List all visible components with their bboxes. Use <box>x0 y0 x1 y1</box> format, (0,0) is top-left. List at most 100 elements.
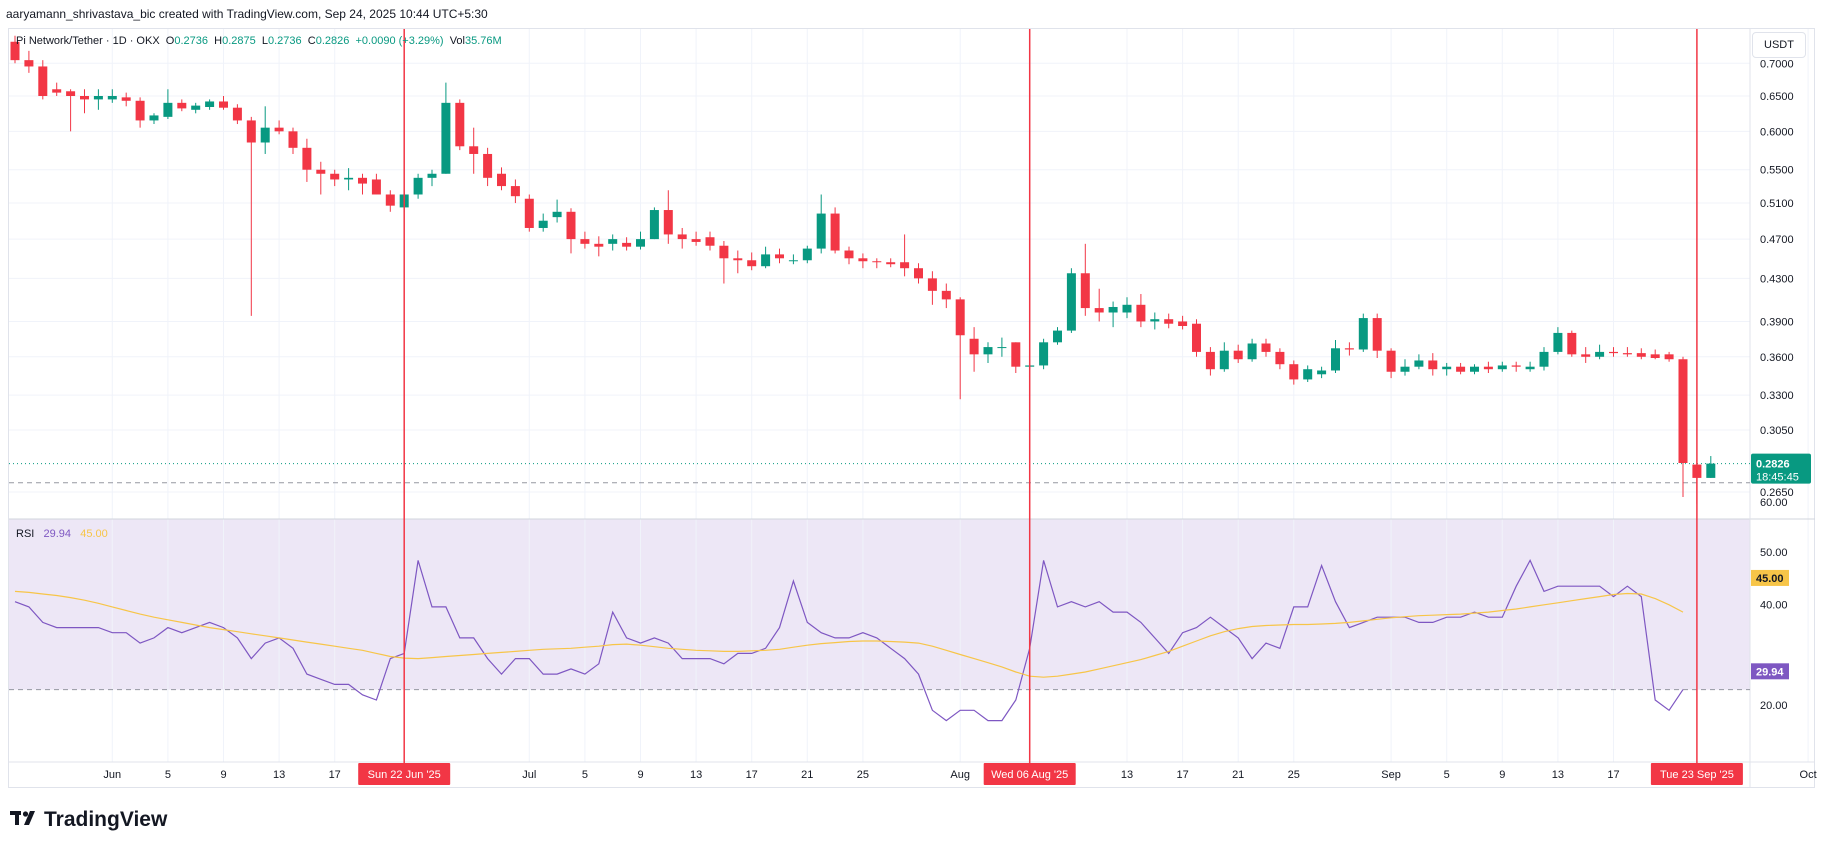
time-tick-label: 21 <box>801 769 813 781</box>
candle-body <box>1623 353 1632 354</box>
candle-body <box>539 221 548 228</box>
candle-body <box>1109 307 1118 313</box>
candle-body <box>108 96 117 99</box>
candle-body <box>497 174 506 186</box>
candle-body <box>789 260 798 261</box>
candle-body <box>386 194 395 205</box>
candle-body <box>997 347 1006 348</box>
time-tick-label: 9 <box>220 769 226 781</box>
time-tick-label: 13 <box>690 769 702 781</box>
candle-body <box>1526 367 1535 370</box>
candle-body <box>747 260 756 266</box>
high-value: 0.2875 <box>222 35 256 47</box>
candle-body <box>956 299 965 335</box>
candle-body <box>928 278 937 290</box>
candle-body <box>316 170 325 174</box>
candle-body <box>1665 354 1674 359</box>
last-price-label: 0.2826 <box>1756 459 1790 471</box>
candle-body <box>970 339 979 355</box>
candle-body <box>52 89 61 92</box>
price-tick-label: 0.3600 <box>1760 352 1794 364</box>
candle-body <box>1540 352 1549 367</box>
candle-body <box>886 262 895 264</box>
candle-body <box>219 101 228 107</box>
time-tick-label: Jul <box>522 769 536 781</box>
candle-body <box>428 174 437 178</box>
candle-body <box>580 239 589 244</box>
candle-body <box>1220 351 1229 370</box>
candle-body <box>1456 367 1465 372</box>
symbol-title[interactable]: Pi Network/Tether · 1D · OKX <box>16 35 160 47</box>
candle-body <box>1401 367 1410 372</box>
time-tick-label: Jun <box>103 769 121 781</box>
candle-body <box>775 254 784 258</box>
tradingview-logo-icon <box>10 808 38 832</box>
time-tick-label: 9 <box>637 769 643 781</box>
candle-body <box>455 103 464 146</box>
candle-body <box>1484 367 1493 370</box>
candle-body <box>441 103 450 174</box>
rsi-ma-value: 45.00 <box>80 528 108 540</box>
candle-body <box>233 108 242 121</box>
time-tick-label: Aug <box>950 769 970 781</box>
candle-body <box>261 128 270 143</box>
candle-body <box>1442 367 1451 370</box>
candle-body <box>94 96 103 99</box>
candle-body <box>1164 319 1173 324</box>
candle-body <box>719 246 728 259</box>
candle-body <box>1345 348 1354 349</box>
candle-body <box>664 210 673 234</box>
candle-body <box>344 178 353 180</box>
rsi-band <box>9 519 1750 690</box>
candle-body <box>1567 333 1576 354</box>
candle-body <box>275 128 284 132</box>
date-marker-label: Wed 06 Aug '25 <box>991 769 1068 781</box>
candle-body <box>136 101 145 121</box>
candle-body <box>1498 365 1507 369</box>
candle-body <box>567 212 576 239</box>
rsi-tick-label: 40.00 <box>1760 599 1788 611</box>
time-tick-label: 17 <box>329 769 341 781</box>
candle-body <box>914 268 923 278</box>
candle-body <box>733 258 742 260</box>
price-tick-label: 0.6500 <box>1760 91 1794 103</box>
candle-body <box>1317 370 1326 374</box>
candle-body <box>942 291 951 300</box>
candle-body <box>1679 359 1688 463</box>
candle-body <box>636 239 645 247</box>
rsi-value-badge-label: 29.94 <box>1756 666 1784 678</box>
candle-body <box>1123 305 1132 313</box>
time-tick-label: 13 <box>1552 769 1564 781</box>
time-tick-label: 5 <box>165 769 171 781</box>
candle-body <box>1275 352 1284 364</box>
candle-body <box>1303 369 1312 379</box>
candle-body <box>191 106 200 110</box>
high-label: H <box>214 35 222 47</box>
price-tick-label: 0.5500 <box>1760 165 1794 177</box>
close-value: 0.2826 <box>316 35 350 47</box>
candle-body <box>469 146 478 154</box>
candle-body <box>122 97 131 100</box>
candle-body <box>150 115 159 120</box>
candle-body <box>163 103 172 117</box>
candle-body <box>858 258 867 261</box>
rsi-name[interactable]: RSI <box>16 528 34 540</box>
candle-body <box>302 148 311 170</box>
tradingview-logo[interactable]: TradingView <box>10 808 167 832</box>
candle-body <box>1039 342 1048 365</box>
currency-unit-button[interactable]: USDT <box>1752 32 1806 58</box>
rsi-tick-label: 20.00 <box>1760 700 1788 712</box>
candle-body <box>761 254 770 266</box>
candle-body <box>330 174 339 180</box>
candle-body <box>1248 343 1257 359</box>
rsi-value: 29.94 <box>44 528 72 540</box>
time-tick-label: 17 <box>1607 769 1619 781</box>
candle-body <box>900 262 909 268</box>
candle-body <box>205 101 214 107</box>
date-marker-label: Sun 22 Jun '25 <box>368 769 441 781</box>
volume-label: Vol <box>450 35 465 47</box>
low-value: 0.2736 <box>268 35 302 47</box>
rsi-legend: RSI 29.94 45.00 <box>16 528 108 540</box>
candle-body <box>1470 367 1479 372</box>
